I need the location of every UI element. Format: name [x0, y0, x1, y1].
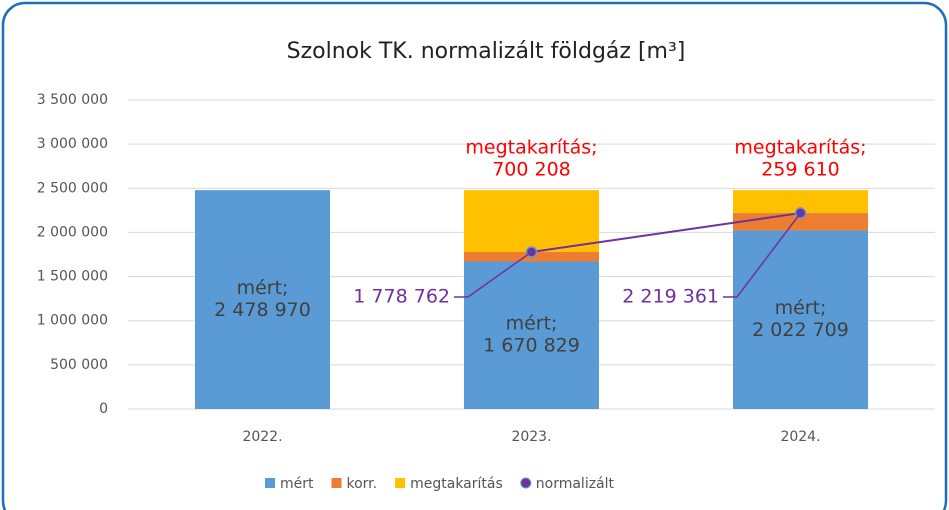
- bar-segment: [464, 261, 599, 409]
- legend-label: mért: [280, 476, 314, 492]
- chart-title: Szolnok TK. normalizált földgáz [m³]: [287, 39, 686, 64]
- y-tick-label: 0: [99, 401, 108, 417]
- bar-segment: [195, 190, 330, 409]
- leader-line: [454, 251, 532, 298]
- data-label: 1 778 762: [353, 286, 450, 308]
- data-label: mért;: [237, 277, 289, 299]
- bar-segment: [733, 190, 868, 214]
- legend: mért korr. megtakarítás normalizált: [265, 476, 615, 492]
- data-label: mért;: [775, 297, 827, 319]
- data-label: 2 478 970: [214, 299, 311, 321]
- line: [531, 212, 801, 253]
- data-label: 2 219 361: [622, 286, 719, 308]
- data-label: mért;: [506, 313, 558, 335]
- leader-line: [723, 212, 802, 298]
- y-tick-label: 2 000 000: [37, 224, 108, 240]
- legend-swatch: [331, 478, 342, 488]
- legend-swatch: [395, 478, 406, 488]
- data-label: 1 670 829: [483, 335, 580, 357]
- data-label: megtakarítás;: [734, 137, 866, 159]
- y-tick-label: 1 000 000: [37, 313, 108, 329]
- legend-swatch: [265, 478, 275, 488]
- legend-swatch: [520, 477, 532, 489]
- y-tick-label: 3 000 000: [37, 136, 108, 152]
- data-label: 2 022 709: [752, 319, 849, 341]
- y-tick-label: 3 500 000: [37, 92, 108, 108]
- x-tick-label: 2022.: [242, 429, 282, 445]
- legend-label: normalizált: [536, 476, 615, 492]
- y-tick-label: 2 500 000: [37, 180, 108, 196]
- bar-segment: [733, 230, 868, 409]
- x-tick-label: 2023.: [511, 429, 551, 445]
- bar-segment: [464, 190, 599, 252]
- y-tick-label: 500 000: [50, 357, 108, 373]
- x-tick-label: 2024.: [780, 429, 820, 445]
- data-label: 259 610: [761, 159, 840, 181]
- legend-label: korr.: [347, 476, 378, 492]
- y-tick-label: 1 500 000: [37, 269, 108, 285]
- data-label: 700 208: [492, 159, 571, 181]
- legend-label: megtakarítás: [410, 476, 503, 492]
- data-label: megtakarítás;: [465, 137, 597, 159]
